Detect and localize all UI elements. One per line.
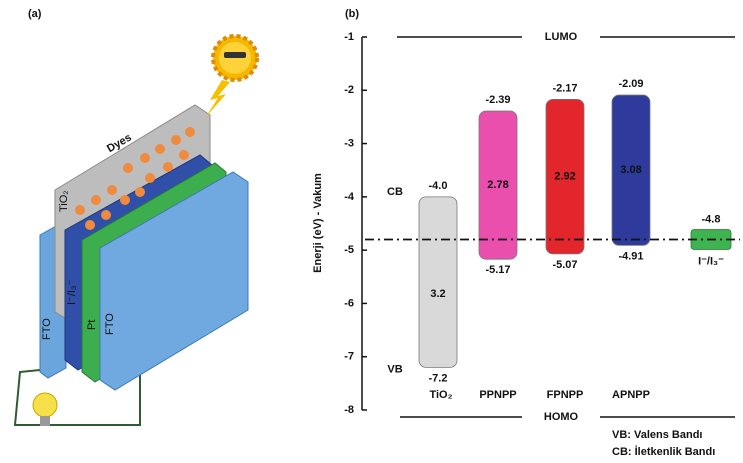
illustration-label: I⁻/I₃⁻ [66,280,78,305]
gap-label: 3.2 [430,288,445,300]
x-tick-label: FPNPP [547,389,584,401]
y-tick-label: -5 [344,244,354,256]
band-label: CB [387,186,403,198]
x-tick-label: I⁻/I₃⁻ [698,255,724,267]
legend-entry: VB: Valens Bandı [612,429,702,441]
value-label: -4.0 [429,180,448,192]
sun [205,36,257,118]
y-tick-label: -8 [344,404,354,416]
value-label: -5.17 [485,264,510,276]
y-tick-label: -4 [344,191,355,203]
y-tick-label: -2 [344,84,354,96]
illustration-label: Pt [86,320,98,330]
illustration-label: TiO₂ [58,190,70,212]
gap-label: 3.08 [620,164,641,176]
band-label: VB [387,363,402,375]
x-tick-label: APNPP [612,389,650,401]
value-label: -2.09 [618,78,643,90]
illustration-label: FTO [41,318,53,340]
panel-label: (a) [28,8,42,20]
value-label: -5.07 [552,259,577,271]
panel-label: (b) [345,8,359,20]
bulb [33,393,57,426]
gap-label: 2.92 [554,171,575,183]
value-label: -7.2 [429,372,448,384]
x-tick-label: TiO₂ [429,389,452,401]
legend-entry: CB: İletkenlik Bandı [612,445,715,458]
band-bar [419,197,457,368]
x-tick-label: PPNPP [479,389,516,401]
value-label: -2.39 [485,94,510,106]
value-label: -4.8 [702,213,721,225]
y-tick-label: -7 [344,351,354,363]
y-tick-label: -1 [344,31,354,43]
y-tick-label: -6 [344,297,354,309]
level-label: HOMO [544,411,579,423]
illustration-label: FTO [104,313,116,335]
y-axis-label: Enerji (eV) - Vakum [312,173,324,273]
level-label: LUMO [545,31,578,43]
y-tick-label: -3 [344,137,354,149]
value-label: -4.91 [618,250,643,262]
value-label: -2.17 [552,82,577,94]
figure: (a) (b) FTO I⁻/I₃⁻ Pt FTO TiO₂ Dyes Ener… [0,0,743,463]
gap-label: 2.78 [487,179,508,191]
dssc-illustration [15,36,257,426]
